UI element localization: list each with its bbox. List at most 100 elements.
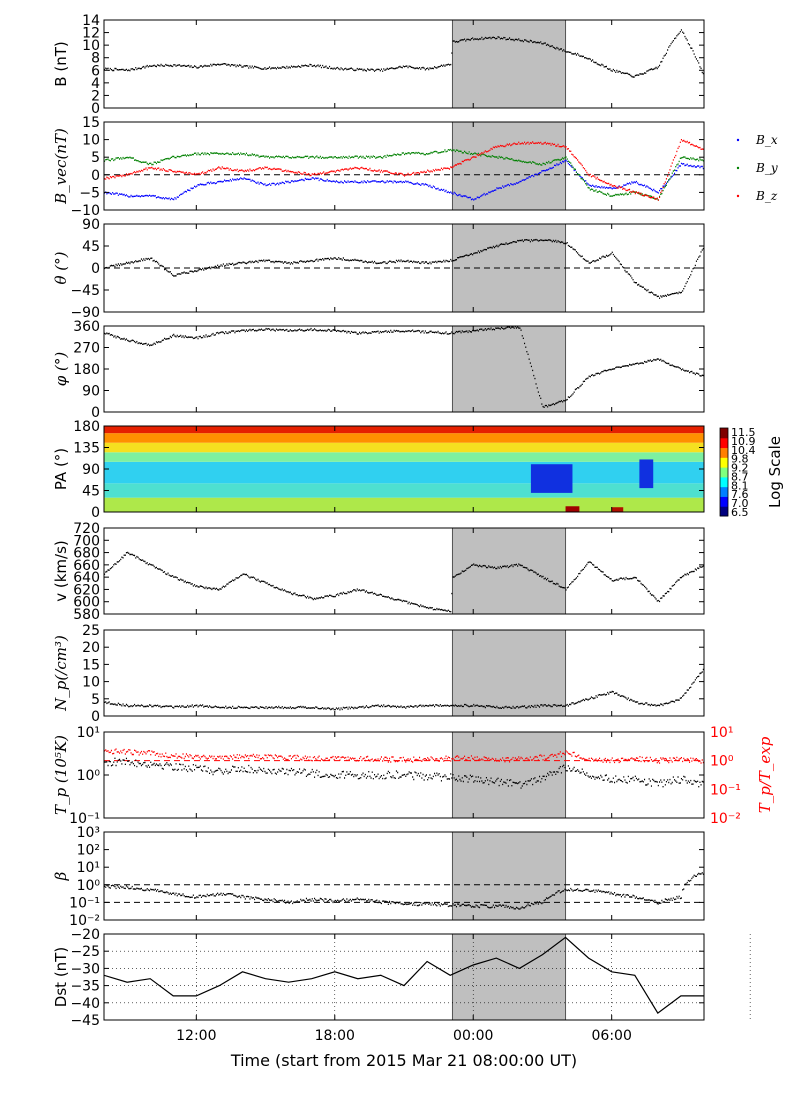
axes-frame bbox=[103, 121, 705, 211]
right-y-tick-label: 10⁰ bbox=[710, 754, 734, 770]
colorbar-segment bbox=[720, 486, 728, 497]
colorbar-segment bbox=[720, 428, 728, 439]
y-axis-label: PA (°) bbox=[52, 448, 70, 490]
colorbar-title: Log Scale bbox=[766, 436, 784, 508]
y-tick-label: 360 bbox=[73, 319, 100, 335]
y-tick-label: 5 bbox=[91, 692, 100, 708]
y-tick-label: 10 bbox=[82, 38, 100, 54]
colorbar-tick-label: 9.2 bbox=[731, 462, 749, 475]
colorbar-segment bbox=[720, 506, 728, 517]
heatmap-low-patch bbox=[530, 464, 573, 493]
colorbar-tick-label: 10.9 bbox=[731, 435, 756, 448]
y-tick-label: 0 bbox=[91, 709, 100, 725]
y-tick-label: 45 bbox=[82, 484, 100, 500]
x-tick-label: 18:00 bbox=[315, 1028, 355, 1044]
y-tick-label: −45 bbox=[70, 283, 100, 299]
y-axis-label: Dst (nT) bbox=[52, 947, 70, 1007]
colorbar-segment bbox=[720, 496, 728, 507]
shaded-interval bbox=[451, 325, 567, 413]
y-tick-label: 10¹ bbox=[77, 860, 100, 876]
series-group bbox=[104, 748, 704, 789]
y-tick-label: 620 bbox=[73, 582, 100, 598]
series-group bbox=[104, 872, 704, 910]
y-tick-label: 580 bbox=[73, 607, 100, 623]
colorbar-segment bbox=[720, 437, 728, 449]
y-tick-label: −40 bbox=[70, 996, 100, 1012]
y-tick-label: 5 bbox=[91, 150, 100, 166]
shaded-interval bbox=[451, 933, 567, 1021]
y-tick-label: 6 bbox=[91, 63, 100, 79]
y-axis-label: φ (°) bbox=[52, 352, 70, 387]
heatmap-band bbox=[104, 483, 704, 498]
y-tick-label: 10 bbox=[82, 133, 100, 149]
colorbar-tick-label: 6.5 bbox=[731, 506, 749, 519]
y-tick-label: 10 bbox=[82, 675, 100, 691]
series-group bbox=[104, 29, 704, 78]
y-tick-label: 12 bbox=[82, 26, 100, 42]
y-tick-label: 660 bbox=[73, 558, 100, 574]
shaded-interval bbox=[451, 121, 567, 211]
y-tick-label: 10² bbox=[77, 843, 100, 859]
y-tick-label: 0 bbox=[91, 101, 100, 117]
x-tick-label: 06:00 bbox=[592, 1028, 632, 1044]
axes-frame bbox=[103, 933, 705, 1021]
y-tick-label: 680 bbox=[73, 546, 100, 562]
heatmap-band bbox=[104, 442, 704, 453]
colorbar-tick-label: 7.0 bbox=[731, 497, 749, 510]
series-group bbox=[104, 936, 704, 1014]
y-tick-label: 14 bbox=[82, 13, 100, 29]
x-tick-label: 12:00 bbox=[176, 1028, 216, 1044]
right-y-tick-label: 10⁻² bbox=[710, 811, 741, 827]
axes-frame bbox=[103, 19, 705, 109]
y-tick-label: −30 bbox=[70, 961, 100, 977]
y-tick-label: −45 bbox=[70, 1013, 100, 1029]
series-group bbox=[104, 326, 704, 408]
colorbar-tick-label: 9.8 bbox=[731, 453, 749, 466]
heatmap-band bbox=[104, 433, 704, 443]
y-axis-label: B_vec(nT) bbox=[52, 128, 70, 205]
y-tick-label: −5 bbox=[79, 185, 100, 201]
shaded-interval bbox=[451, 629, 567, 717]
series-group bbox=[104, 139, 704, 201]
shaded-interval bbox=[451, 731, 567, 819]
axes-frame bbox=[103, 831, 705, 921]
legend: B_x B_y B_z bbox=[736, 133, 778, 203]
heatmap-low-patch bbox=[785, 459, 800, 483]
right-y-tick-label: 10⁻¹ bbox=[710, 782, 741, 798]
y-axis-label: T_p (10⁵K) bbox=[52, 735, 70, 815]
y-tick-label: 640 bbox=[73, 570, 100, 586]
axes-frame bbox=[103, 629, 705, 717]
y-tick-label: 180 bbox=[73, 362, 100, 378]
series-line bbox=[104, 936, 704, 1014]
heatmap-low-patch bbox=[639, 459, 654, 489]
y-tick-label: 10⁰ bbox=[77, 878, 101, 894]
y-axis-label: θ (°) bbox=[52, 251, 70, 284]
heatmap-band bbox=[104, 461, 704, 484]
colorbar-segment bbox=[720, 447, 728, 458]
colorbar: 6.57.07.68.18.79.29.810.410.911.5 Log Sca… bbox=[719, 426, 784, 519]
y-tick-label: 2 bbox=[91, 88, 100, 104]
panel-phi: 0 90 180 270 360 φ (°) bbox=[52, 319, 705, 421]
y-tick-label: 90 bbox=[82, 462, 100, 478]
y-tick-label: 135 bbox=[73, 441, 100, 457]
y-tick-label: 720 bbox=[73, 521, 100, 537]
colorbar-segment bbox=[720, 476, 728, 488]
colorbar-segment bbox=[720, 457, 728, 468]
y-tick-label: −90 bbox=[70, 305, 100, 321]
y-tick-label: 15 bbox=[82, 657, 100, 673]
y-tick-label: 90 bbox=[82, 217, 100, 233]
y-tick-label: 10⁻¹ bbox=[69, 811, 100, 827]
right-y-axis-label: T_p/T_exp bbox=[756, 736, 774, 813]
y-tick-label: 10⁻² bbox=[69, 913, 100, 929]
series-points-Tp bbox=[104, 748, 704, 764]
panel-PA: 6.57.07.68.18.79.29.810.410.911.5 Log Sca… bbox=[52, 419, 800, 521]
shaded-interval bbox=[451, 527, 567, 615]
y-tick-label: 10¹ bbox=[77, 725, 100, 741]
right-y-tick-label: 10¹ bbox=[710, 725, 733, 741]
heatmap-high-patch bbox=[611, 507, 624, 512]
colorbar-tick-label: 11.5 bbox=[731, 426, 756, 439]
series-points-Tp bbox=[104, 757, 704, 789]
